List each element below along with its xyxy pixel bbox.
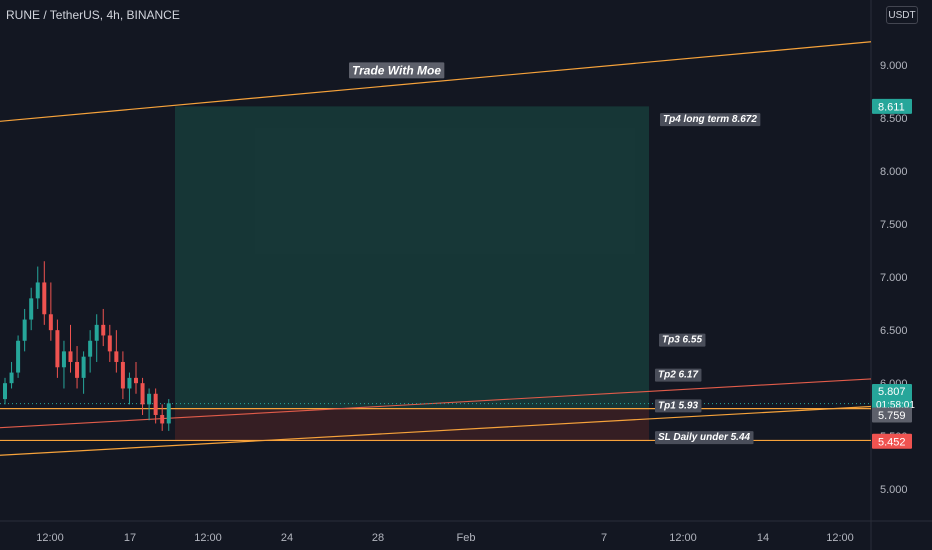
tp1-label[interactable]: Tp1 5.93 (655, 399, 702, 413)
candle-body[interactable] (107, 335, 112, 352)
candle-body[interactable] (16, 340, 21, 373)
candle-body[interactable] (153, 393, 158, 415)
y-tick-label: 6.500 (880, 325, 908, 337)
candle-body[interactable] (127, 377, 132, 389)
brand-label[interactable]: Trade With Moe (349, 62, 445, 79)
candle-body[interactable] (140, 383, 145, 405)
currency-button[interactable]: USDT (886, 6, 918, 24)
candle-body[interactable] (68, 351, 73, 362)
profit-zone[interactable] (175, 106, 649, 409)
candle-body[interactable] (55, 330, 60, 368)
loss-zone[interactable] (175, 408, 649, 442)
candle-body[interactable] (120, 361, 125, 389)
candle-body[interactable] (35, 282, 40, 299)
candle-body[interactable] (61, 351, 66, 368)
candle-body[interactable] (75, 361, 80, 378)
stop-loss-price-label: 5.452 (872, 433, 912, 449)
candle-body[interactable] (3, 383, 7, 400)
take-profit-price-label: 8.611 (872, 98, 912, 114)
red-trendline[interactable] (0, 378, 872, 429)
last-price-label: 5.807 01:58:01 (872, 384, 915, 413)
x-tick-label: 24 (281, 532, 293, 544)
candle-body[interactable] (94, 324, 99, 341)
tp3-label[interactable]: Tp3 6.55 (659, 333, 706, 347)
candle-body[interactable] (166, 403, 171, 424)
y-tick-label: 7.500 (880, 219, 908, 231)
sl-label[interactable]: SL Daily under 5.44 (655, 431, 754, 445)
tp2-label[interactable]: Tp2 6.17 (655, 368, 702, 382)
y-tick-label: 8.500 (880, 113, 908, 125)
candle-body[interactable] (147, 393, 152, 405)
y-tick-label: 8.000 (880, 166, 908, 178)
tp4-label[interactable]: Tp4 long term 8.672 (660, 113, 761, 127)
candle-body[interactable] (134, 377, 138, 384)
candle-body[interactable] (48, 314, 53, 331)
candle-body[interactable] (42, 282, 47, 315)
svg-text:Trade With Moe: Trade With Moe (352, 63, 441, 77)
candle-body[interactable] (160, 414, 165, 424)
svg-text:01:58:01: 01:58:01 (876, 400, 915, 411)
svg-text:SL Daily under 5.44: SL Daily under 5.44 (658, 432, 751, 443)
x-tick-label: 14 (757, 532, 769, 544)
x-tick-label: Feb (457, 532, 476, 544)
candle-body[interactable] (101, 324, 106, 336)
candle-body[interactable] (22, 319, 27, 341)
candle-body[interactable] (81, 356, 86, 378)
svg-text:5.759: 5.759 (878, 410, 906, 422)
candle-body[interactable] (88, 340, 93, 357)
upper-channel-line[interactable] (0, 41, 872, 122)
x-tick-label: 28 (372, 532, 384, 544)
svg-text:Tp2 6.17: Tp2 6.17 (658, 370, 698, 381)
svg-text:Tp4 long term 8.672: Tp4 long term 8.672 (663, 114, 757, 125)
svg-text:Tp3 6.55: Tp3 6.55 (662, 335, 702, 346)
candle-body[interactable] (114, 351, 119, 362)
x-tick-label: 12:00 (826, 532, 854, 544)
y-tick-label: 5.000 (880, 484, 908, 496)
entry-price-label: 5.759 (872, 407, 912, 423)
candle-body[interactable] (29, 298, 34, 320)
y-tick-label: 7.000 (880, 272, 908, 284)
svg-text:8.611: 8.611 (878, 101, 905, 113)
symbol-title: RUNE / TetherUS, 4h, BINANCE (6, 8, 180, 22)
svg-text:5.452: 5.452 (878, 436, 906, 448)
x-tick-label: 12:00 (194, 532, 222, 544)
x-tick-label: 12:00 (36, 532, 64, 544)
lower-channel-line[interactable] (0, 405, 872, 456)
x-tick-label: 7 (601, 532, 607, 544)
svg-text:5.807: 5.807 (878, 386, 906, 398)
y-tick-label: 9.000 (880, 60, 908, 72)
candle-body[interactable] (9, 372, 14, 384)
x-tick-label: 17 (124, 532, 136, 544)
x-tick-label: 12:00 (669, 532, 697, 544)
svg-text:Tp1 5.93: Tp1 5.93 (658, 400, 698, 411)
